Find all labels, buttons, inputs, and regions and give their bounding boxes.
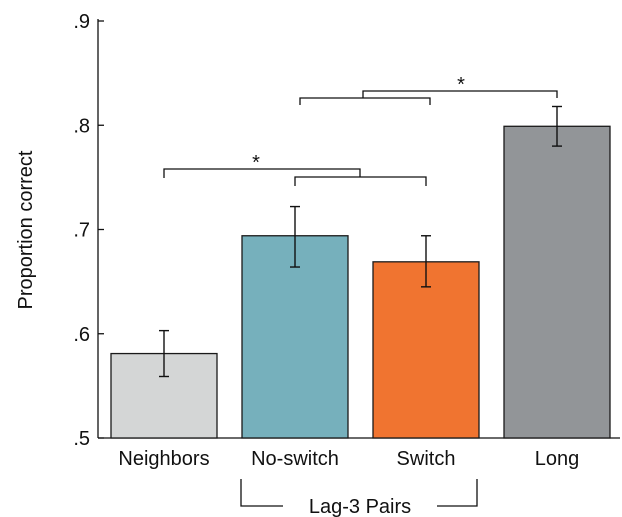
bar-no-switch (241, 235, 349, 439)
bar-long (503, 125, 611, 439)
significance-brackets: ** (163, 74, 558, 186)
category-labels: Neighbors No-switch Switch Long (118, 448, 579, 470)
category-label-long: Long (535, 448, 580, 470)
category-label-no-switch: No-switch (251, 448, 339, 470)
y-tick-label: .5 (73, 428, 90, 450)
sig-bracket-lag3-upper (299, 97, 431, 105)
y-tick-label: .8 (73, 115, 90, 137)
significance-star: * (457, 74, 465, 96)
category-label-neighbors: Neighbors (118, 448, 209, 470)
group-bracket-right (437, 479, 478, 507)
group-bracket: Lag-3 Pairs (240, 479, 478, 517)
y-tick-label: .7 (73, 220, 90, 242)
sig-bracket-lag3-inner (294, 176, 427, 186)
y-tick-label: .9 (73, 11, 90, 33)
bars (110, 125, 611, 439)
sig-bracket-neighbors-vs-lag3 (163, 168, 361, 178)
significance-star: * (252, 152, 260, 174)
group-bracket-left (240, 479, 283, 507)
group-label: Lag-3 Pairs (309, 496, 411, 517)
category-label-switch: Switch (397, 448, 456, 470)
y-axis-label: Proportion correct (15, 150, 37, 309)
sig-bracket-lag3-vs-long (362, 90, 558, 98)
bar-switch (372, 261, 480, 439)
y-tick-label: .6 (73, 324, 90, 346)
error-bars (159, 105, 562, 378)
